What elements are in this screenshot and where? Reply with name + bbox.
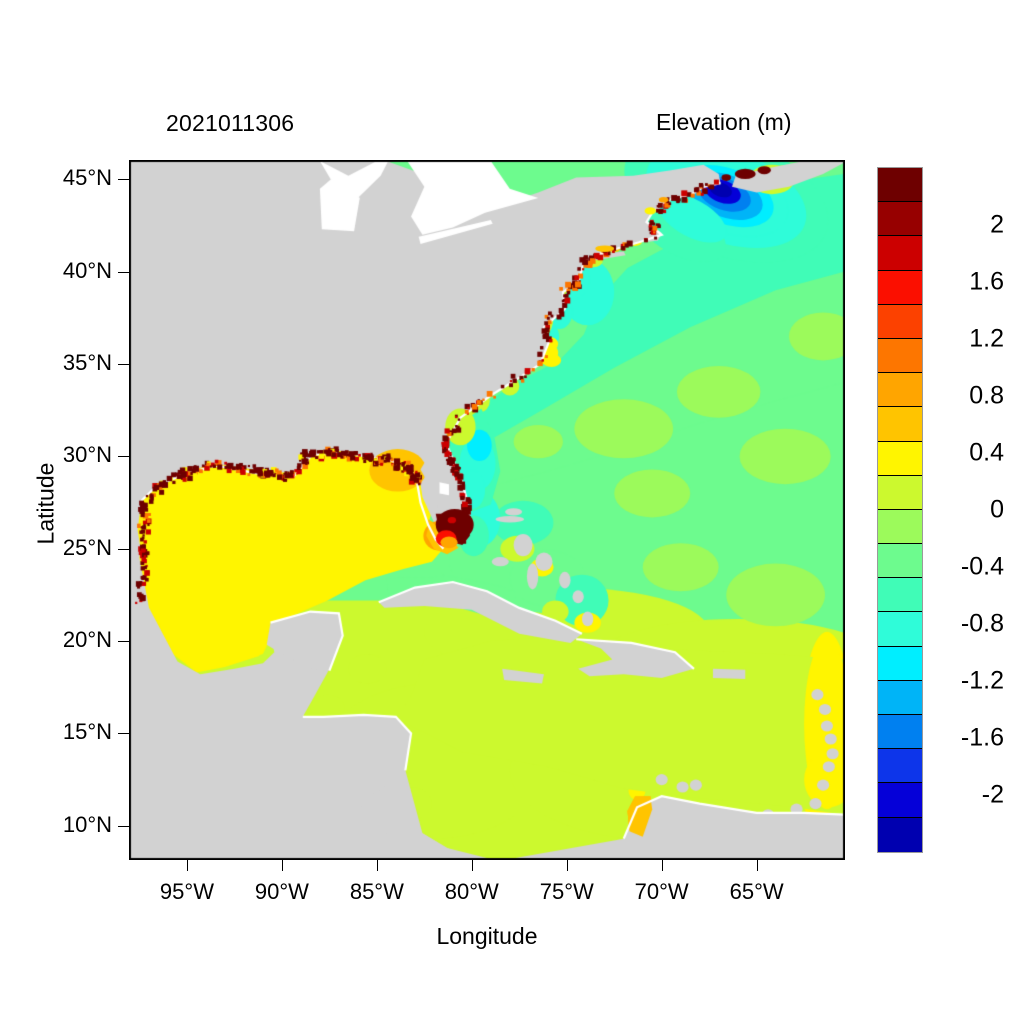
x-axis-tick <box>281 860 283 871</box>
x-axis-tick-label: 65°W <box>729 879 784 904</box>
y-axis-tick-label: 25°N <box>62 534 112 560</box>
colorbar-band <box>878 646 922 681</box>
colorbar-tick-label: -2 <box>981 780 1004 809</box>
y-axis-tick-label: 10°N <box>62 811 112 837</box>
x-axis-tick-label: 75°W <box>539 879 594 904</box>
colorbar-band <box>878 715 922 750</box>
y-axis-tick <box>118 179 129 181</box>
x-axis-tick <box>756 860 758 871</box>
x-axis-tick <box>661 860 663 871</box>
colorbar-band <box>878 612 922 647</box>
colorbar-tick-label: 1.6 <box>969 267 1004 296</box>
y-axis-tick-label: 35°N <box>62 350 112 376</box>
colorbar-band <box>878 509 922 545</box>
colorbar <box>877 167 923 853</box>
y-axis-tick <box>118 364 129 366</box>
y-axis-tick-label: 40°N <box>62 257 112 283</box>
colorbar-band <box>878 236 922 271</box>
colorbar-band <box>878 338 922 374</box>
x-axis-tick-label: 90°W <box>254 879 309 904</box>
y-axis-tick-label: 20°N <box>62 627 112 653</box>
x-axis-title: Longitude <box>436 923 538 949</box>
colorbar-tick-labels: 2 1.6 1.2 0.8 0.4 0 -0.4 -0.8 -1.2 -1.6 -2 <box>930 167 1020 853</box>
x-axis-tick-label: 70°W <box>634 879 689 904</box>
x-axis-tick <box>566 860 568 871</box>
x-axis-tick <box>471 860 473 871</box>
colorbar-band <box>878 749 922 784</box>
colorbar-tick-label: -1.6 <box>960 723 1004 752</box>
colorbar-band <box>878 783 922 818</box>
colorbar-tick-label: -0.8 <box>960 609 1004 638</box>
y-axis-tick <box>118 825 129 827</box>
colorbar-tick-label: 0.8 <box>969 381 1004 410</box>
plot-title-date: 2021011306 <box>166 110 295 136</box>
colorbar-band <box>878 407 922 442</box>
colorbar-tick-label: 2 <box>990 210 1004 239</box>
colorbar-band <box>878 680 922 715</box>
y-axis-tick <box>118 641 129 643</box>
colorbar-band <box>878 441 922 476</box>
colorbar-band <box>878 202 922 237</box>
colorbar-band <box>878 544 922 579</box>
colorbar-tick-label: -1.2 <box>960 666 1004 695</box>
colorbar-band <box>878 304 922 339</box>
y-axis-tick-label: 30°N <box>62 442 112 468</box>
y-axis-tick <box>118 271 129 273</box>
colorbar-band <box>878 168 922 203</box>
colorbar-band <box>878 578 922 613</box>
colorbar-band <box>878 373 922 408</box>
x-axis-tick <box>376 860 378 871</box>
colorbar-tick-label: 1.2 <box>969 324 1004 353</box>
x-axis-tick-label: 95°W <box>159 879 214 904</box>
map-plot-area <box>129 160 845 860</box>
colorbar-band <box>878 475 922 510</box>
colorbar-tick-label: 0.4 <box>969 438 1004 467</box>
y-axis-tick-label: 45°N <box>62 165 112 191</box>
y-axis-tick-label: 15°N <box>62 719 112 745</box>
colorbar-tick-label: 0 <box>990 495 1004 524</box>
colorbar-band <box>878 270 922 305</box>
y-axis-tick <box>118 548 129 550</box>
colorbar-title: Elevation (m) <box>656 109 792 135</box>
x-axis-tick <box>186 860 188 871</box>
x-axis-tick-label: 80°W <box>444 879 499 904</box>
colorbar-tick-label: -0.4 <box>960 552 1004 581</box>
x-axis-tick-label: 85°W <box>349 879 404 904</box>
y-axis-tick <box>118 456 129 458</box>
y-axis-tick <box>118 733 129 735</box>
colorbar-band <box>878 817 922 852</box>
elevation-heatmap-canvas <box>130 161 844 859</box>
